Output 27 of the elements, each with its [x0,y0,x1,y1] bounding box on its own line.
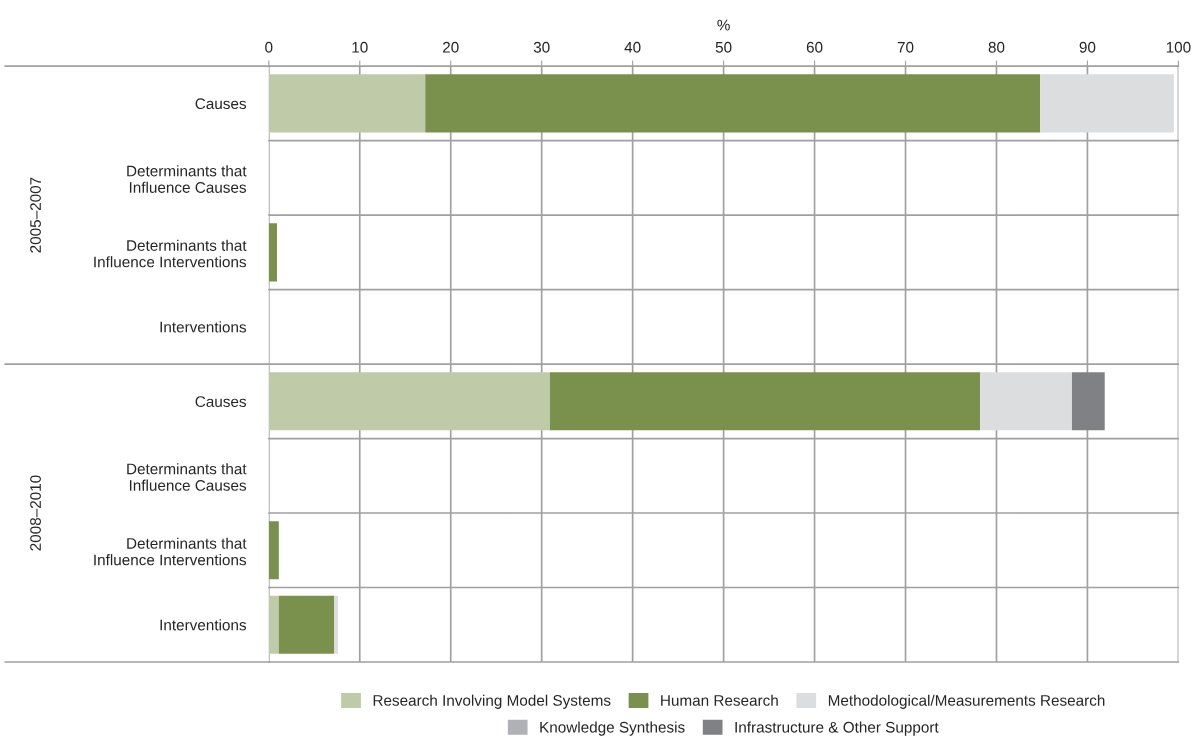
x-tick-label: 60 [806,41,823,53]
y-tick-label: Interventions [160,619,247,631]
y-tick-label: Determinants that Influence Interventions [94,537,247,566]
y-tick-label: Causes [195,396,247,407]
y-tick-label: Determinants that Influence Causes [127,165,247,193]
legend-label: Methodological/Measurements Research [828,694,1105,709]
x-tick-label: 80 [988,41,1005,53]
legend-label: Human Research [661,694,778,706]
x-tick-label: 40 [624,41,641,53]
x-tick-label: 0 [265,41,273,53]
text: 2008–2010 [30,475,41,551]
x-tick-label: 90 [1079,41,1096,53]
x-tick-label: 30 [533,41,550,53]
x-tick-label: 20 [442,41,459,53]
y-tick-label: Determinants that Influence Causes [127,463,247,491]
legend-label: Research Involving Model Systems [373,694,611,709]
x-tick-label: 50 [715,41,732,53]
text: 2005–2007 [30,177,41,253]
x-tick-label: 70 [897,41,914,53]
legend-label: Knowledge Synthesis [540,721,685,736]
y-tick-label: Determinants that Influence Interventions [94,239,247,268]
x-tick-label: 10 [352,41,368,53]
x-tick-label: 100 [1166,41,1191,53]
legend-label: Infrastructure & Other Support [735,721,939,736]
y-tick-label: Interventions [160,321,247,333]
y-tick-label: Causes [195,98,247,110]
x-axis-title: % [717,19,730,31]
